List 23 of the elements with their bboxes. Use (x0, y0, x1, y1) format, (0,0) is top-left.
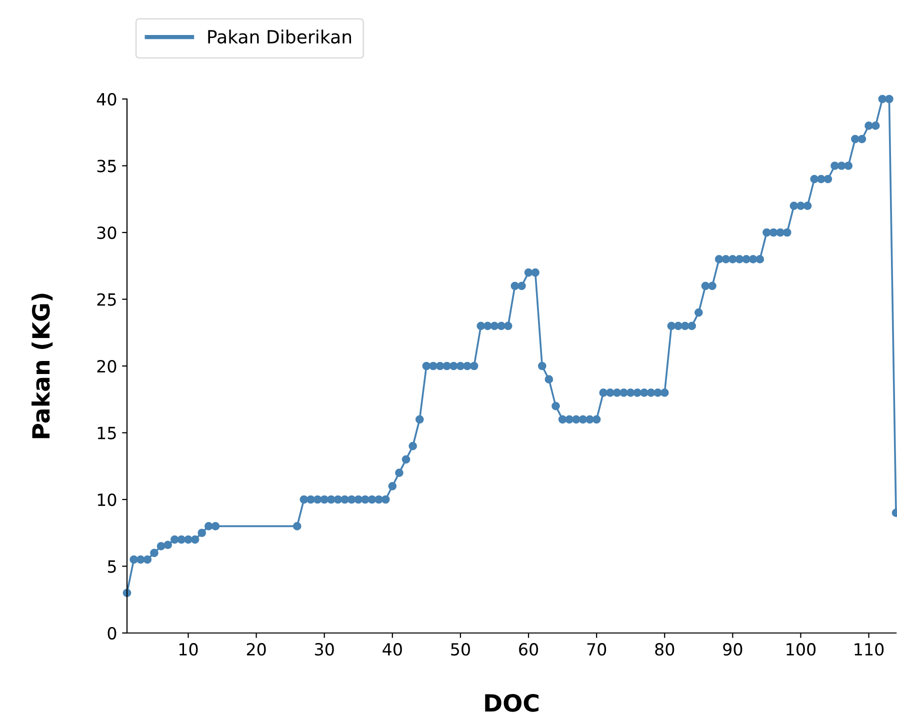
x-tick-label: 20 (246, 643, 266, 656)
x-tick-label: 90 (723, 643, 742, 656)
x-tick-label: 50 (451, 643, 470, 656)
y-tick-label: 25 (97, 293, 116, 306)
x-tick-label: 30 (315, 643, 334, 656)
y-tick-label: 0 (108, 626, 116, 640)
x-tick-label: 40 (382, 643, 402, 656)
x-tick-label: 110 (854, 643, 884, 656)
x-tick-label: 60 (519, 643, 538, 656)
legend-label: Pakan Diberikan (208, 30, 352, 44)
x-tick-label: 10 (179, 643, 198, 656)
y-tick-label: 5 (108, 560, 116, 573)
y-tick-label: 15 (98, 426, 116, 440)
x-tick-label: 80 (655, 643, 674, 656)
y-tick-label: 40 (96, 92, 116, 106)
y-tick-label: 10 (98, 493, 116, 506)
y-tick-label: 35 (97, 160, 116, 172)
x-tick-label: 70 (587, 643, 606, 656)
y-tick-label: 30 (97, 226, 116, 240)
y-axis-title: Pakan (KG) (32, 294, 53, 438)
x-tick-label: 100 (786, 643, 816, 656)
x-axis-title: DOC (485, 694, 538, 712)
y-tick-label: 20 (97, 360, 116, 373)
